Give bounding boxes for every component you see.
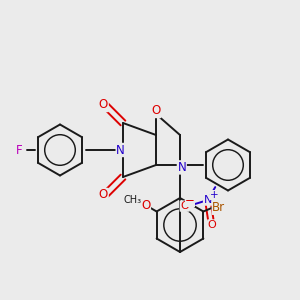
Text: O: O <box>99 98 108 112</box>
Text: +: + <box>210 190 219 200</box>
Text: −: − <box>185 194 195 207</box>
Text: O: O <box>152 104 160 118</box>
Text: Br: Br <box>212 201 225 214</box>
Text: O: O <box>99 188 108 202</box>
Text: N: N <box>204 195 212 205</box>
Text: O: O <box>180 201 189 211</box>
Text: O: O <box>208 220 217 230</box>
Text: O: O <box>141 199 150 212</box>
Text: N: N <box>116 143 125 157</box>
Text: CH₃: CH₃ <box>123 195 141 205</box>
Text: F: F <box>16 143 23 157</box>
Text: N: N <box>177 161 186 174</box>
